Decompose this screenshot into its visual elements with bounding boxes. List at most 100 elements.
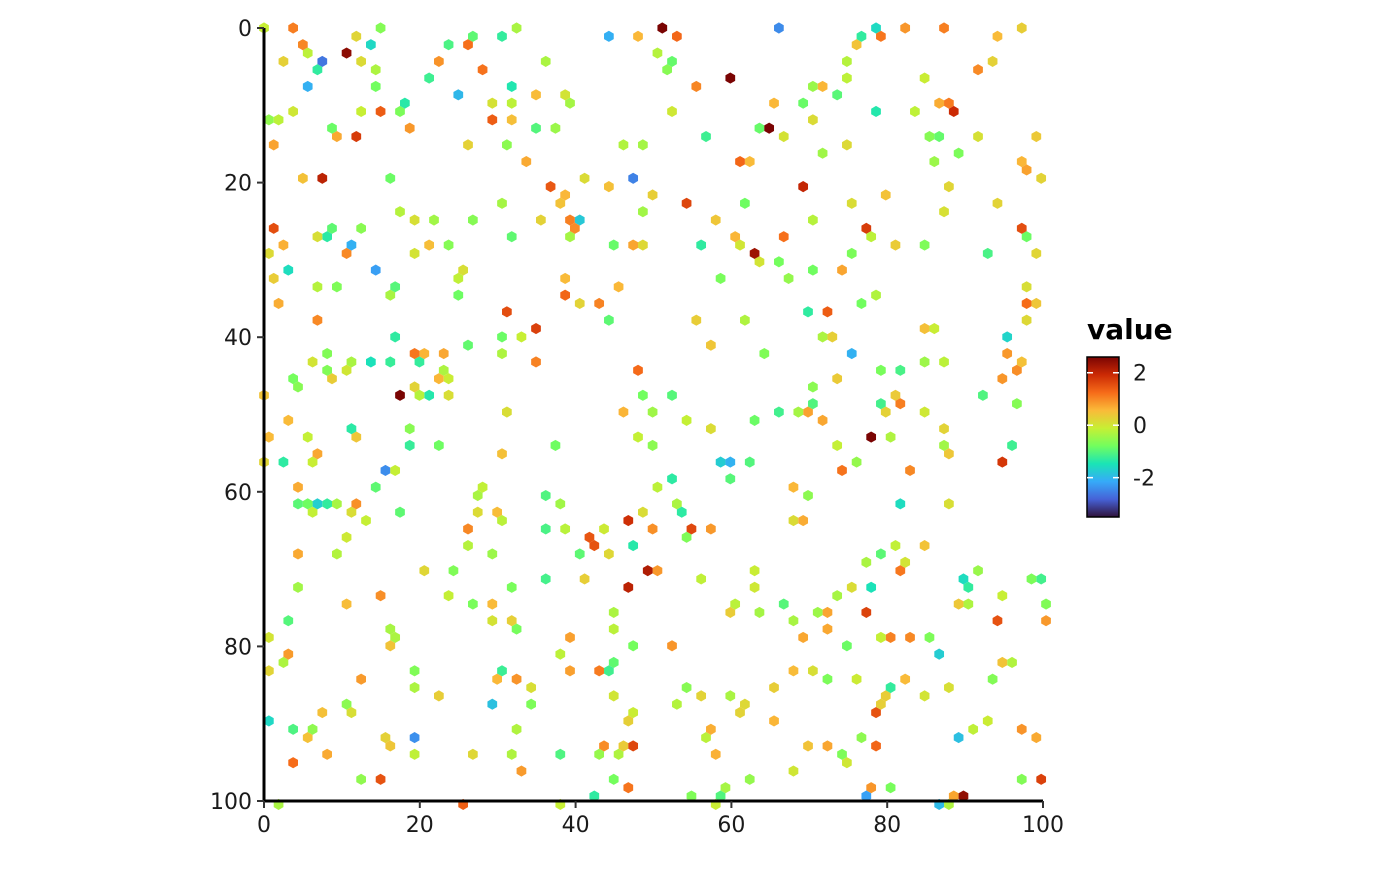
hex-cell xyxy=(822,623,833,635)
hex-cell xyxy=(424,389,435,401)
hex-cell xyxy=(900,556,911,568)
hex-cell xyxy=(827,331,838,343)
hex-cell xyxy=(866,581,877,593)
hex-cell xyxy=(885,631,896,643)
hex-cell xyxy=(302,80,313,92)
hex-cell xyxy=(604,665,614,677)
hex-cell xyxy=(944,181,954,193)
hex-cell xyxy=(832,373,843,385)
hex-cell xyxy=(380,464,391,477)
hex-cell xyxy=(293,548,303,560)
hex-cell xyxy=(701,732,711,744)
hex-cell xyxy=(638,206,648,218)
hex-cell xyxy=(778,130,789,143)
hex-cell xyxy=(788,765,799,777)
hex-cell xyxy=(390,281,401,293)
hex-cell xyxy=(817,414,828,426)
hex-cell xyxy=(385,356,396,368)
hex-cell xyxy=(876,364,886,376)
hex-cell xyxy=(395,506,405,518)
hex-cell xyxy=(715,790,726,802)
hex-cell xyxy=(774,406,784,418)
hex-cell xyxy=(302,498,313,510)
hex-cell xyxy=(681,681,692,694)
hex-cell xyxy=(341,598,352,610)
hex-cell xyxy=(691,80,702,92)
hex-cell xyxy=(880,690,891,702)
hex-cell xyxy=(540,523,551,535)
hex-cell xyxy=(715,456,726,468)
hex-cell xyxy=(283,264,294,276)
hex-cell xyxy=(497,331,507,343)
hex-cell xyxy=(424,72,435,84)
hex-cell xyxy=(871,289,881,301)
hex-cell xyxy=(283,615,294,627)
hex-cell xyxy=(443,373,454,385)
hex-cell xyxy=(798,181,809,193)
hex-cell xyxy=(890,239,901,251)
hex-cell xyxy=(963,598,974,610)
hex-cell xyxy=(652,47,663,59)
hex-cell xyxy=(706,423,716,435)
hex-cell xyxy=(638,389,648,401)
hex-cell xyxy=(735,707,745,719)
hex-cell xyxy=(414,389,425,401)
hex-cell xyxy=(511,723,522,735)
hex-cell xyxy=(409,348,420,360)
hex-cell xyxy=(487,548,498,560)
hex-cell xyxy=(861,790,872,802)
hex-cell xyxy=(404,122,415,134)
hex-cell xyxy=(968,723,979,735)
hex-cell xyxy=(312,498,323,510)
hex-cell xyxy=(944,681,954,694)
hex-cell xyxy=(560,189,571,201)
hex-cell xyxy=(293,581,303,593)
hex-cell xyxy=(516,765,527,777)
hex-cell xyxy=(293,381,303,393)
hex-cell xyxy=(740,197,750,209)
hex-cell xyxy=(273,297,284,310)
hex-cell xyxy=(1016,222,1027,234)
hex-cell xyxy=(385,289,396,301)
hex-cell xyxy=(395,206,405,218)
hex-cell xyxy=(953,147,964,159)
hex-cell xyxy=(497,197,507,209)
hex-cell xyxy=(1002,348,1013,360)
hex-cell xyxy=(803,306,813,318)
hex-cell xyxy=(633,30,643,42)
hex-cell xyxy=(876,398,886,410)
hex-cell xyxy=(356,773,366,785)
hex-cell xyxy=(754,122,765,134)
hex-cell xyxy=(497,448,507,460)
hex-cell xyxy=(837,748,847,760)
hex-cell xyxy=(885,782,896,794)
hex-cell xyxy=(278,55,289,67)
hex-cell xyxy=(424,239,435,251)
hex-cell xyxy=(341,247,352,259)
hex-cell xyxy=(540,489,551,502)
hex-cell xyxy=(366,39,376,51)
hex-cell xyxy=(463,39,473,51)
hex-cell xyxy=(871,707,881,719)
hex-cell xyxy=(1021,231,1032,243)
hex-cell xyxy=(264,431,274,443)
hex-cell xyxy=(885,681,896,694)
hex-cell xyxy=(264,715,274,727)
hex-cell xyxy=(390,631,401,643)
hex-cell xyxy=(958,573,969,585)
hex-cell xyxy=(706,723,716,735)
hex-cell xyxy=(487,97,498,109)
hex-cell xyxy=(502,139,512,151)
hex-cell xyxy=(851,39,862,51)
hex-cell xyxy=(468,30,478,42)
hex-cell xyxy=(506,581,517,593)
hex-cell xyxy=(268,139,279,151)
hex-cell xyxy=(681,531,692,543)
hex-cell xyxy=(633,431,643,443)
hex-cell xyxy=(506,80,517,92)
hex-cell xyxy=(934,648,945,660)
hex-cell xyxy=(783,272,794,285)
hex-cell xyxy=(264,631,274,643)
hex-cell xyxy=(468,214,478,226)
hex-cell xyxy=(540,55,551,67)
